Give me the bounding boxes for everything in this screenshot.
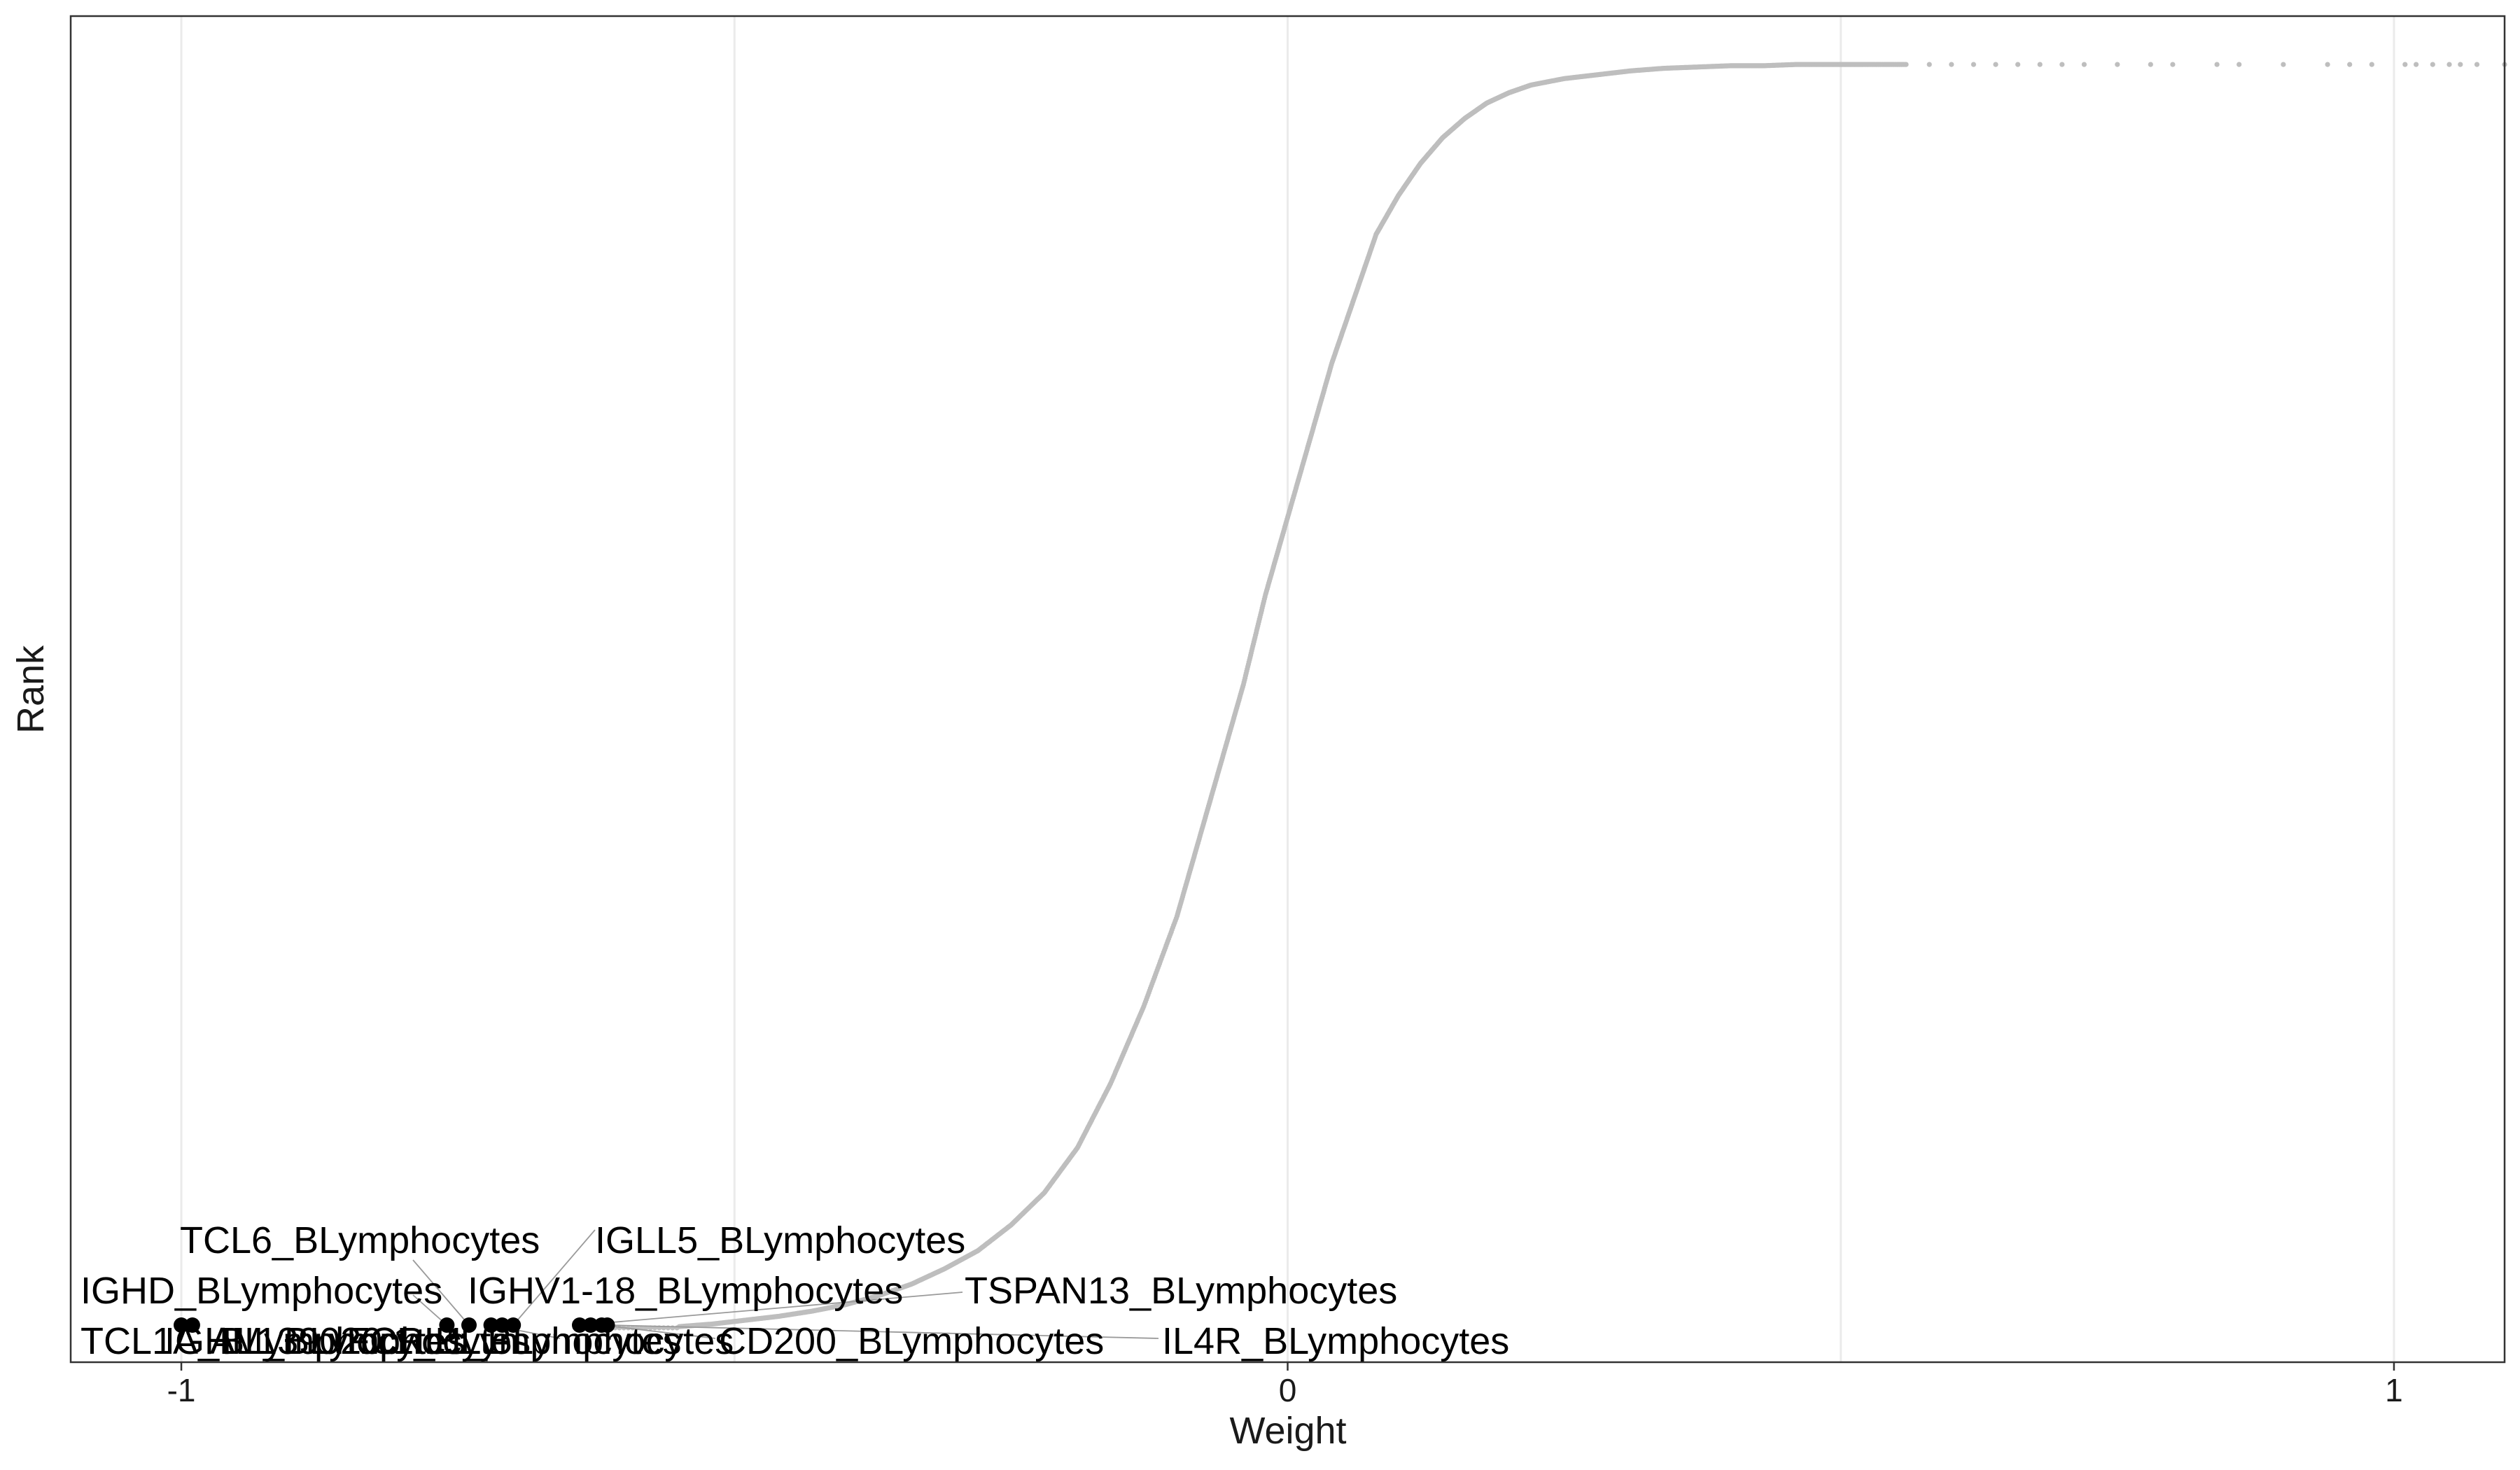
background-point: [2369, 62, 2374, 67]
grid: [180, 16, 2395, 1362]
background-point: [2402, 62, 2408, 67]
point-label-igll5: IGLL5_BLymphocytes: [595, 1219, 965, 1261]
background-point: [2430, 62, 2435, 67]
background-point: [1993, 62, 1998, 67]
highlight-point: [184, 1317, 200, 1333]
label-leader-line: [512, 1229, 596, 1326]
point-label-al139020: AL139020.1_BLymphocytes: [210, 1320, 681, 1362]
background-point: [1970, 62, 1976, 67]
point-label-ighm: IGHM_BLymphocytes: [164, 1320, 531, 1362]
point-label-cd200: CD200_BLymphocytes: [719, 1320, 1104, 1362]
label-leader-line: [412, 1259, 470, 1326]
background-point: [2037, 62, 2043, 67]
background-point: [2148, 62, 2153, 67]
point-label-ighv1-18: IGHV1-18_BLymphocytes: [468, 1270, 903, 1312]
background-point: [2214, 62, 2220, 67]
highlight-point: [572, 1317, 587, 1333]
point-labels: TCL1A_BLymphocytes IGHM_BLymphocytes AL1…: [80, 1219, 1509, 1362]
label-leader-lines: [412, 1229, 1159, 1339]
background-point: [2115, 62, 2120, 67]
background-point: [2347, 62, 2353, 67]
point-label-fcrl1: FCRL1_BLymphocytes: [346, 1320, 734, 1362]
highlight-points: [174, 1317, 615, 1333]
background-point: [2236, 62, 2242, 67]
highlight-point: [494, 1317, 510, 1333]
background-point: [2446, 62, 2452, 67]
background-point: [2414, 62, 2419, 67]
background-point: [2015, 62, 2021, 67]
highlight-point: [483, 1317, 499, 1333]
x-tick-label: 1: [2385, 1372, 2403, 1408]
x-tick-label: 0: [1279, 1372, 1297, 1408]
background-point: [1903, 62, 1909, 67]
label-leader-line: [579, 1292, 963, 1326]
highlight-point: [582, 1317, 598, 1333]
highlight-point: [599, 1317, 615, 1333]
background-point: [2325, 62, 2330, 67]
background-point: [2170, 62, 2176, 67]
point-label-tspan13: TSPAN13_BLymphocytes: [965, 1270, 1397, 1312]
highlight-point: [505, 1317, 522, 1333]
highlight-point: [461, 1317, 477, 1333]
background-point: [1949, 62, 1954, 67]
background-point: [1926, 62, 1932, 67]
point-label-tcl6: TCL6_BLymphocytes: [180, 1219, 540, 1261]
highlight-point: [174, 1317, 189, 1333]
background-point: [2059, 62, 2065, 67]
point-label-il4r: IL4R_BLymphocytes: [1162, 1320, 1509, 1362]
background-point: [2281, 62, 2286, 67]
label-leader-line: [601, 1324, 716, 1339]
x-axis-ticks: -1 0 1: [167, 1362, 2403, 1408]
highlight-point: [439, 1317, 455, 1333]
background-points: [599, 62, 2507, 1331]
point-label-ighd: IGHD_BLymphocytes: [80, 1270, 442, 1312]
label-leader-line: [607, 1324, 1159, 1339]
background-point: [2081, 62, 2087, 67]
background-point: [2474, 62, 2480, 67]
background-point: [2458, 62, 2463, 67]
x-axis-title: Weight: [1229, 1410, 1346, 1452]
point-label-tcl1a: TCL1A_BLymphocytes: [80, 1320, 465, 1362]
x-tick-label: -1: [167, 1372, 196, 1408]
y-axis-title: Rank: [10, 645, 52, 734]
